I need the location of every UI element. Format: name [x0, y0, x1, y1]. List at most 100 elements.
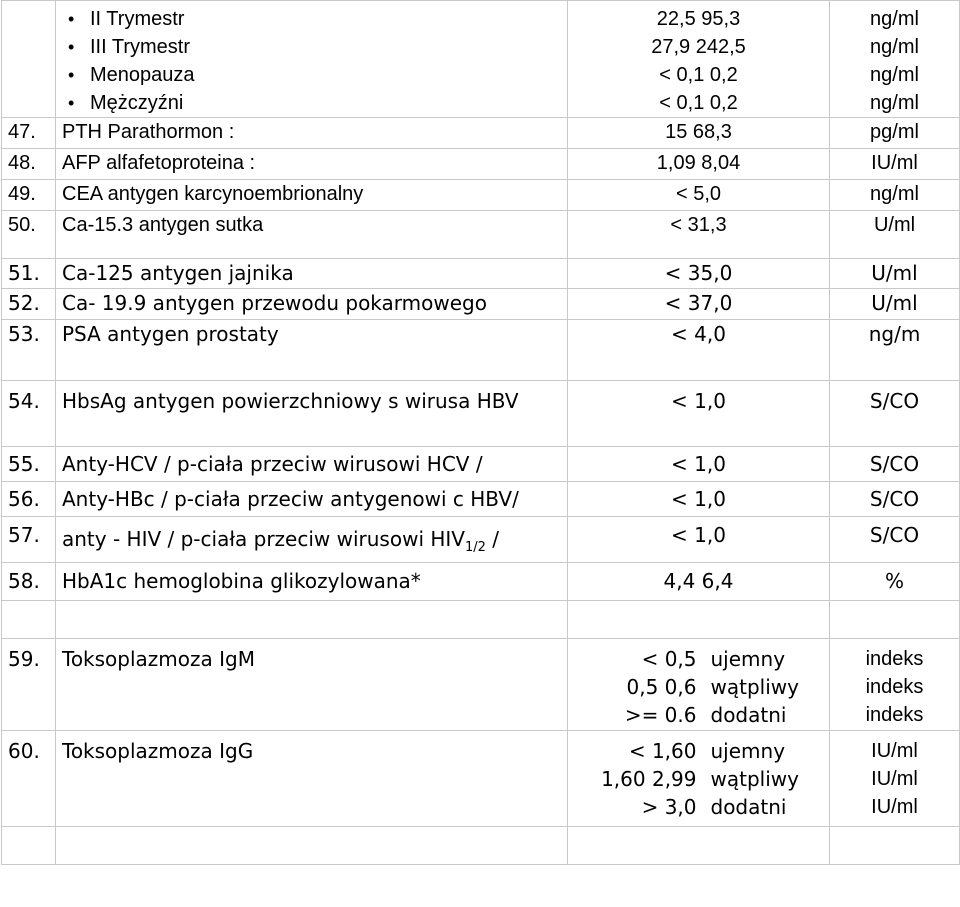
range-line: > 3,0 dodatni — [574, 793, 823, 821]
unit-value: IU/ml — [871, 796, 918, 818]
empty-cell — [55, 826, 568, 865]
unit-value: S/CO — [829, 516, 960, 563]
unit-value: ng/m — [829, 319, 960, 381]
range-value: < 31,3 — [567, 210, 830, 259]
range-value: 0,5 0,6 — [626, 675, 697, 699]
test-name: Ca-125 antygen jajnika — [55, 258, 568, 289]
range-value: 27,9 242,5 — [651, 36, 746, 58]
range-value: < 35,0 — [567, 258, 830, 289]
row-number: 60. — [1, 730, 56, 827]
table-row: 59. Toksoplazmoza IgM < 0,5 ujemny 0,5 0,… — [1, 638, 960, 731]
unit-value: IU/ml — [871, 740, 918, 762]
table-row: 48. AFP alfafetoproteina : 1,09 8,04 IU/… — [1, 148, 960, 180]
lab-reference-table: II Trymestr III Trymestr Menopauza Mężcz… — [1, 0, 960, 865]
unit-value: ng/ml — [870, 92, 919, 114]
empty-cell — [567, 826, 830, 865]
unit-value: U/ml — [829, 210, 960, 259]
unit-value: S/CO — [829, 481, 960, 517]
range-cell: < 0,5 ujemny 0,5 0,6 wątpliwy >= 0.6 dodatn… — [567, 638, 830, 731]
range-value: < 1,0 — [567, 446, 830, 482]
range-value: >= 0.6 — [624, 703, 697, 727]
test-name: Toksoplazmoza IgM — [55, 638, 568, 731]
range-desc: ujemny — [710, 647, 786, 671]
range-desc: wątpliwy — [710, 767, 799, 791]
range-value: 15 68,3 — [567, 117, 830, 149]
empty-cell — [829, 826, 960, 865]
table-row: II Trymestr III Trymestr Menopauza Mężcz… — [1, 0, 960, 118]
empty-cell — [55, 600, 568, 639]
test-name: Toksoplazmoza IgG — [55, 730, 568, 827]
range-desc: dodatni — [710, 703, 787, 727]
test-name: CEA antygen karcynoembrionalny — [55, 179, 568, 211]
unit-value: S/CO — [829, 380, 960, 447]
test-name: HbsAg antygen powierzchniowy s wirusa HB… — [55, 380, 568, 447]
range-value: < 0,1 0,2 — [659, 92, 738, 114]
unit-value: indeks — [865, 648, 924, 670]
row-number: 59. — [1, 638, 56, 731]
range-value: > 3,0 — [641, 795, 697, 819]
row-number: 49. — [1, 179, 56, 211]
empty-cell — [1, 600, 56, 639]
row-number: 57. — [1, 516, 56, 563]
unit-value: U/ml — [829, 258, 960, 289]
unit-value: IU/ml — [871, 768, 918, 790]
range-line: < 1,60 ujemny — [574, 737, 823, 765]
test-name: PTH Parathormon : — [55, 117, 568, 149]
unit-cell: IU/ml IU/ml IU/ml — [829, 730, 960, 827]
test-name-main: anty - HIV / p-ciała przeciw wirusowi HI… — [62, 527, 465, 551]
range-value: < 4,0 — [567, 319, 830, 381]
table-row: 56. Anty-HBc / p-ciała przeciw antygenow… — [1, 481, 960, 517]
unit-value: U/ml — [829, 288, 960, 320]
range-cell: < 1,60 ujemny 1,60 2,99 wątpliwy > 3,0 doda… — [567, 730, 830, 827]
unit-cell: ng/ml ng/ml ng/ml ng/ml — [829, 0, 960, 118]
range-line: < 0,5 ujemny — [574, 645, 823, 673]
range-value: 1,09 8,04 — [567, 148, 830, 180]
unit-value: IU/ml — [829, 148, 960, 180]
range-value: < 1,0 — [567, 380, 830, 447]
test-name: Ca-15.3 antygen sutka — [55, 210, 568, 259]
trimester-list-cell: II Trymestr III Trymestr Menopauza Mężcz… — [55, 0, 568, 118]
row-number: 51. — [1, 258, 56, 289]
table-row: 50. Ca-15.3 antygen sutka < 31,3 U/ml — [1, 210, 960, 259]
range-value: < 37,0 — [567, 288, 830, 320]
test-name: AFP alfafetoproteina : — [55, 148, 568, 180]
range-value: < 1,0 — [567, 516, 830, 563]
unit-value: ng/ml — [870, 36, 919, 58]
list-item: Menopauza — [68, 61, 561, 89]
row-number: 53. — [1, 319, 56, 381]
range-cell: 22,5 95,3 27,9 242,5 < 0,1 0,2 < 0,1 0,2 — [567, 0, 830, 118]
test-name: anty - HIV / p-ciała przeciw wirusowi HI… — [55, 516, 568, 563]
list-item: Mężczyźni — [68, 89, 561, 117]
test-name: HbA1c hemoglobina glikozylowana* — [55, 562, 568, 601]
test-name-tail: / — [485, 527, 500, 551]
test-name: Anty-HCV / p-ciała przeciw wirusowi HCV … — [55, 446, 568, 482]
range-value: < 1,0 — [567, 481, 830, 517]
table-row: 49. CEA antygen karcynoembrionalny < 5,0… — [1, 179, 960, 211]
row-number-cell — [1, 0, 56, 118]
range-value: < 0,5 — [641, 647, 697, 671]
unit-value: S/CO — [829, 446, 960, 482]
trimester-list: II Trymestr III Trymestr Menopauza Mężcz… — [62, 5, 561, 117]
row-number: 58. — [1, 562, 56, 601]
range-value: < 0,1 0,2 — [659, 64, 738, 86]
range-desc: wątpliwy — [710, 675, 799, 699]
unit-value: indeks — [865, 704, 924, 726]
table-row-empty — [1, 826, 960, 865]
list-item: III Trymestr — [68, 33, 561, 61]
row-number: 48. — [1, 148, 56, 180]
unit-cell: indeks indeks indeks — [829, 638, 960, 731]
table-row: 55. Anty-HCV / p-ciała przeciw wirusowi … — [1, 446, 960, 482]
range-value: 4,4 6,4 — [567, 562, 830, 601]
range-desc: ujemny — [710, 739, 786, 763]
table-row: 52. Ca- 19.9 antygen przewodu pokarmoweg… — [1, 288, 960, 320]
range-value: 1,60 2,99 — [601, 767, 697, 791]
unit-value: % — [829, 562, 960, 601]
table-row: 53. PSA antygen prostaty < 4,0 ng/m — [1, 319, 960, 381]
table-row: 47. PTH Parathormon : 15 68,3 pg/ml — [1, 117, 960, 149]
table-row: 51. Ca-125 antygen jajnika < 35,0 U/ml — [1, 258, 960, 289]
range-line: 1,60 2,99 wątpliwy — [574, 765, 823, 793]
table-row-empty — [1, 600, 960, 639]
row-number: 54. — [1, 380, 56, 447]
range-line: 0,5 0,6 wątpliwy — [574, 673, 823, 701]
empty-cell — [567, 600, 830, 639]
